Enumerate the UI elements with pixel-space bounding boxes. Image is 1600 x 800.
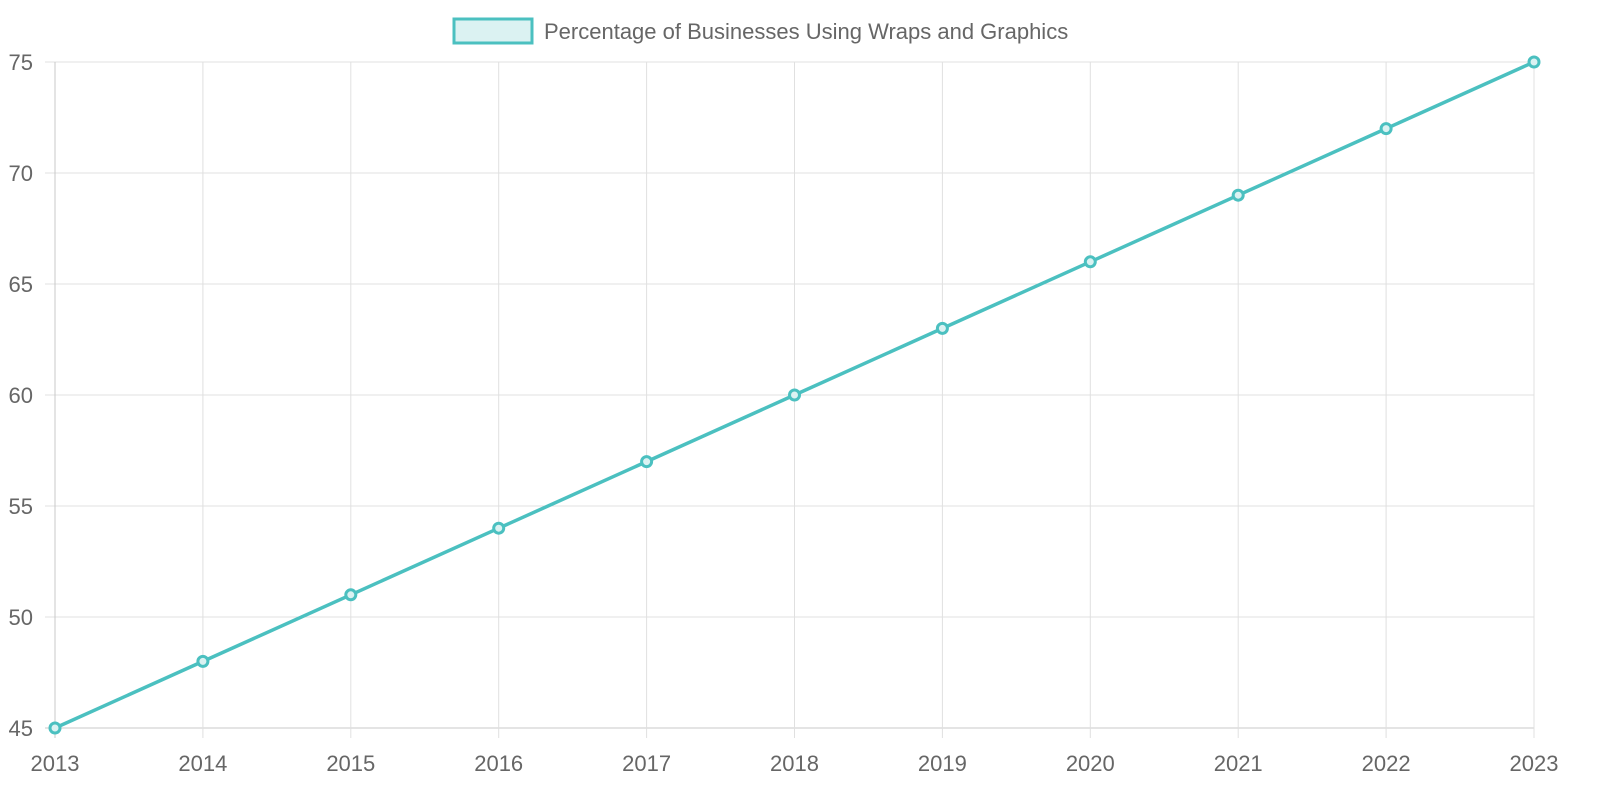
x-tick-label: 2021 <box>1214 751 1263 776</box>
data-point <box>492 521 506 535</box>
x-tick-label: 2013 <box>31 751 80 776</box>
y-tick-label: 75 <box>9 50 33 75</box>
data-point <box>1083 255 1097 269</box>
x-tick-label: 2023 <box>1510 751 1559 776</box>
y-tick-label: 45 <box>9 716 33 741</box>
x-tick-label: 2018 <box>770 751 819 776</box>
x-tick-label: 2015 <box>326 751 375 776</box>
series <box>48 55 1541 735</box>
y-tick-label: 55 <box>9 494 33 519</box>
legend[interactable]: Percentage of Businesses Using Wraps and… <box>452 17 1068 45</box>
data-point <box>640 455 654 469</box>
y-tick-label: 50 <box>9 605 33 630</box>
data-point <box>196 654 210 668</box>
data-point <box>788 388 801 402</box>
legend-swatch <box>452 17 534 45</box>
x-tick-label: 2019 <box>918 751 967 776</box>
tick-labels: 45 50 55 60 65 70 75 2013 2014 2015 2016 2017 2018 20… <box>9 50 1559 776</box>
x-tick-label: 2014 <box>178 751 227 776</box>
data-point <box>1231 188 1245 202</box>
data-point <box>1527 55 1541 69</box>
legend-label: Percentage of Businesses Using Wraps and… <box>544 19 1068 44</box>
data-point <box>1379 122 1393 136</box>
y-tick-label: 70 <box>9 161 33 186</box>
y-tick-label: 60 <box>9 383 33 408</box>
data-point <box>48 721 62 735</box>
x-tick-label: 2020 <box>1066 751 1115 776</box>
data-point <box>344 588 358 602</box>
data-point <box>935 321 949 335</box>
x-tick-label: 2016 <box>474 751 523 776</box>
y-tick-label: 65 <box>9 272 33 297</box>
x-tick-label: 2017 <box>622 751 671 776</box>
x-tick-label: 2022 <box>1362 751 1411 776</box>
